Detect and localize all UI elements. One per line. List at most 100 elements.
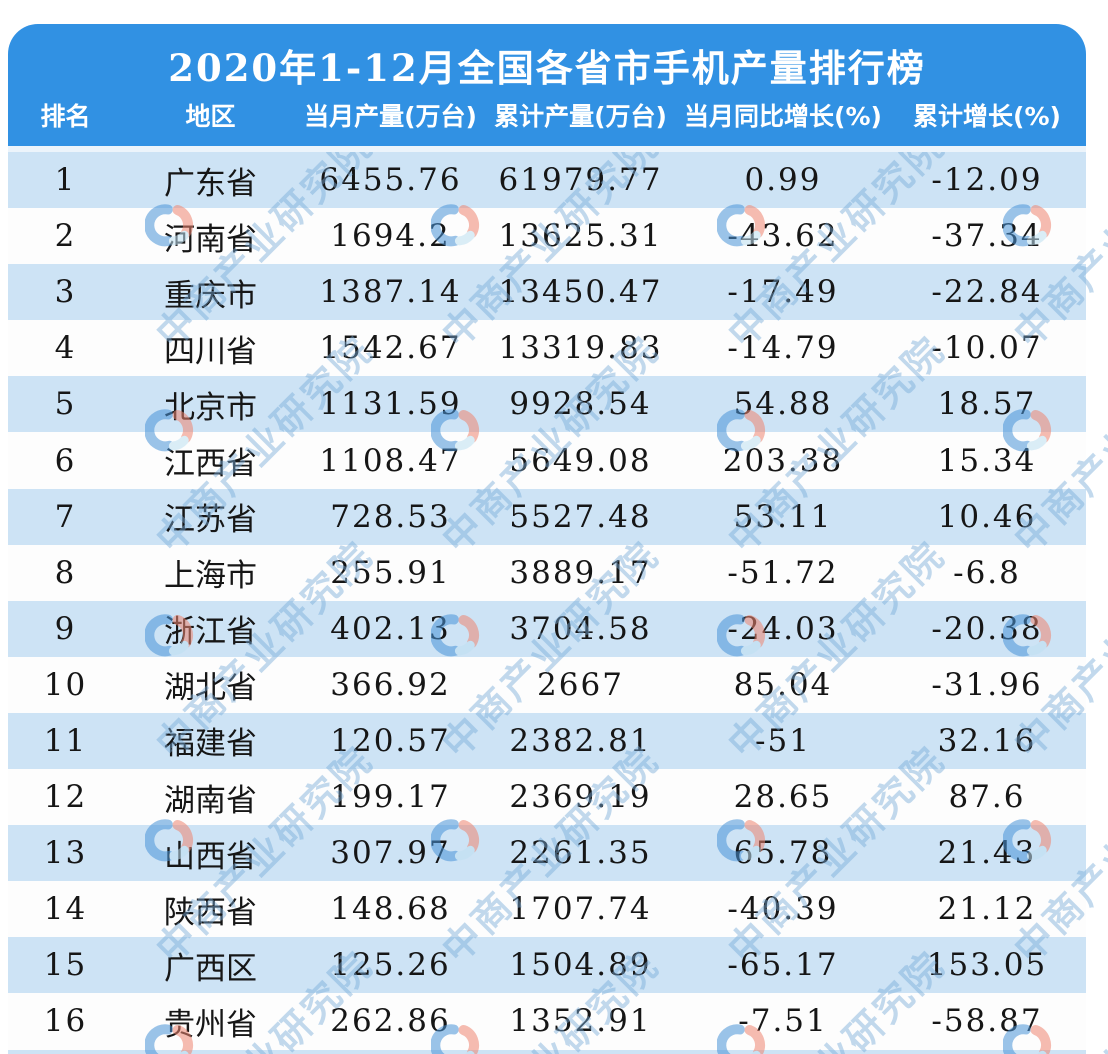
monthly-output-cell: 1131.59 [319, 386, 462, 423]
cumulative-growth-cell: 87.6 [948, 779, 1026, 816]
cumulative-output-cell: 1352.91 [509, 1003, 652, 1040]
rank-cell: 12 [43, 779, 88, 816]
yoy-growth-cell: -14.79 [727, 330, 839, 367]
cumulative-output-cell: 2369.19 [509, 779, 652, 816]
column-header-yoy: 当月同比增长(%) [684, 102, 882, 131]
rank-cell: 8 [54, 554, 77, 591]
monthly-output-cell: 199.17 [330, 779, 451, 816]
cumulative-growth-cell: 21.12 [937, 891, 1037, 928]
cumulative-growth-cell: -12.09 [931, 162, 1043, 199]
yoy-growth-cell: 28.65 [733, 779, 833, 816]
cumulative-output-cell: 2382.81 [509, 722, 652, 759]
cumulative-output-cell: 1707.74 [509, 891, 652, 928]
table-row: 10 湖北省 366.92 2667 85.04 -31.96 [8, 656, 1086, 713]
monthly-output-cell: 307.97 [330, 835, 451, 872]
region-cell: 上海市 [164, 558, 257, 595]
cumulative-growth-cell: 15.34 [937, 442, 1037, 479]
cumulative-growth-cell: 153.05 [926, 947, 1048, 984]
cumulative-growth-cell: 10.46 [937, 498, 1037, 535]
table-row: 2 河南省 1694.2 13625.31 -43.62 -37.34 [8, 208, 1086, 265]
cumulative-output-cell: 3704.58 [509, 610, 652, 647]
rank-cell: 7 [54, 498, 77, 535]
table-row: 5 北京市 1131.59 9928.54 54.88 18.57 [8, 376, 1086, 433]
cumulative-growth-cell: 21.43 [937, 835, 1037, 872]
table-row: 13 山西省 307.97 2261.35 65.78 21.43 [8, 825, 1086, 882]
region-cell: 山西省 [164, 838, 257, 875]
column-header-rank: 排名 [40, 102, 91, 131]
cumulative-growth-cell: -20.38 [931, 610, 1043, 647]
table-row: 6 江西省 1108.47 5649.08 203.38 15.34 [8, 432, 1086, 489]
rank-cell: 2 [54, 218, 77, 255]
cumulative-output-cell: 3889.17 [509, 554, 652, 591]
region-cell: 福建省 [164, 726, 257, 763]
rank-cell: 13 [43, 835, 88, 872]
table-row: 7 江苏省 728.53 5527.48 53.11 10.46 [8, 488, 1086, 545]
yoy-growth-cell: -43.62 [727, 218, 839, 255]
yoy-growth-cell: 0.99 [744, 162, 822, 199]
cumulative-growth-cell: 18.57 [937, 386, 1037, 423]
cumulative-growth-cell: -58.87 [931, 1003, 1043, 1040]
cumulative-output-cell: 2261.35 [509, 835, 652, 872]
region-cell: 陕西省 [164, 894, 257, 931]
rank-cell: 16 [43, 1003, 88, 1040]
monthly-output-cell: 728.53 [330, 498, 451, 535]
cumulative-growth-cell: -6.8 [953, 554, 1021, 591]
cumulative-output-cell: 2667 [537, 666, 624, 703]
column-header-row: 排名 地区 当月产量(万台) 累计产量(万台) 当月同比增长(%) 累计增长(%) [8, 96, 1086, 138]
rank-cell: 15 [43, 947, 88, 984]
yoy-growth-cell: -51.72 [727, 554, 839, 591]
rank-cell: 1 [54, 162, 77, 199]
rank-cell: 3 [54, 274, 77, 311]
yoy-growth-cell: 203.38 [722, 442, 844, 479]
column-header-monthly: 当月产量(万台) [304, 102, 477, 131]
cumulative-growth-cell: -31.96 [931, 666, 1043, 703]
table-body: 1 广东省 6455.76 61979.77 0.99 -12.09 2 河南省 1694.2 1… [8, 152, 1086, 1050]
yoy-growth-cell: -7.51 [738, 1003, 828, 1040]
cumulative-output-cell: 13450.47 [498, 274, 663, 311]
column-header-region: 地区 [185, 102, 236, 131]
monthly-output-cell: 1694.2 [330, 218, 451, 255]
yoy-growth-cell: -24.03 [727, 610, 839, 647]
bottom-row-edge [8, 1050, 1086, 1054]
monthly-output-cell: 1542.67 [319, 330, 462, 367]
rank-cell: 5 [54, 386, 77, 423]
table-row: 16 贵州省 262.86 1352.91 -7.51 -58.87 [8, 993, 1086, 1050]
cumulative-growth-cell: 32.16 [937, 722, 1037, 759]
cumulative-growth-cell: -10.07 [931, 330, 1043, 367]
rank-cell: 6 [54, 442, 77, 479]
yoy-growth-cell: 53.11 [733, 498, 833, 535]
monthly-output-cell: 125.26 [330, 947, 451, 984]
rank-cell: 11 [43, 722, 88, 759]
monthly-output-cell: 402.13 [330, 610, 451, 647]
region-cell: 江西省 [164, 446, 257, 483]
rank-cell: 10 [43, 666, 88, 703]
rank-cell: 4 [54, 330, 77, 367]
cumulative-output-cell: 5649.08 [509, 442, 652, 479]
region-cell: 广西区 [164, 950, 257, 987]
region-cell: 江苏省 [164, 502, 257, 539]
table-row: 15 广西区 125.26 1504.89 -65.17 153.05 [8, 937, 1086, 994]
cumulative-output-cell: 13319.83 [498, 330, 663, 367]
rank-cell: 14 [43, 891, 88, 928]
monthly-output-cell: 148.68 [330, 891, 451, 928]
page-title: 2020年1-12月全国各省市手机产量排行榜 [168, 46, 926, 90]
table-row: 4 四川省 1542.67 13319.83 -14.79 -10.07 [8, 320, 1086, 377]
region-cell: 湖南省 [164, 782, 257, 819]
region-cell: 浙江省 [164, 614, 257, 651]
region-cell: 河南省 [164, 221, 257, 258]
yoy-growth-cell: -40.39 [727, 891, 839, 928]
monthly-output-cell: 120.57 [330, 722, 451, 759]
table-row: 11 福建省 120.57 2382.81 -51 32.16 [8, 712, 1086, 770]
region-cell: 四川省 [164, 333, 257, 370]
cumulative-growth-cell: -22.84 [931, 274, 1043, 311]
monthly-output-cell: 366.92 [330, 666, 451, 703]
header-divider [8, 146, 1086, 152]
cumulative-output-cell: 61979.77 [498, 162, 663, 199]
yoy-growth-cell: 65.78 [733, 835, 833, 872]
yoy-growth-cell: -17.49 [727, 274, 839, 311]
cumulative-output-cell: 9928.54 [509, 386, 652, 423]
yoy-growth-cell: 54.88 [733, 386, 833, 423]
table-row: 1 广东省 6455.76 61979.77 0.99 -12.09 [8, 152, 1086, 209]
rank-cell: 9 [54, 610, 77, 647]
